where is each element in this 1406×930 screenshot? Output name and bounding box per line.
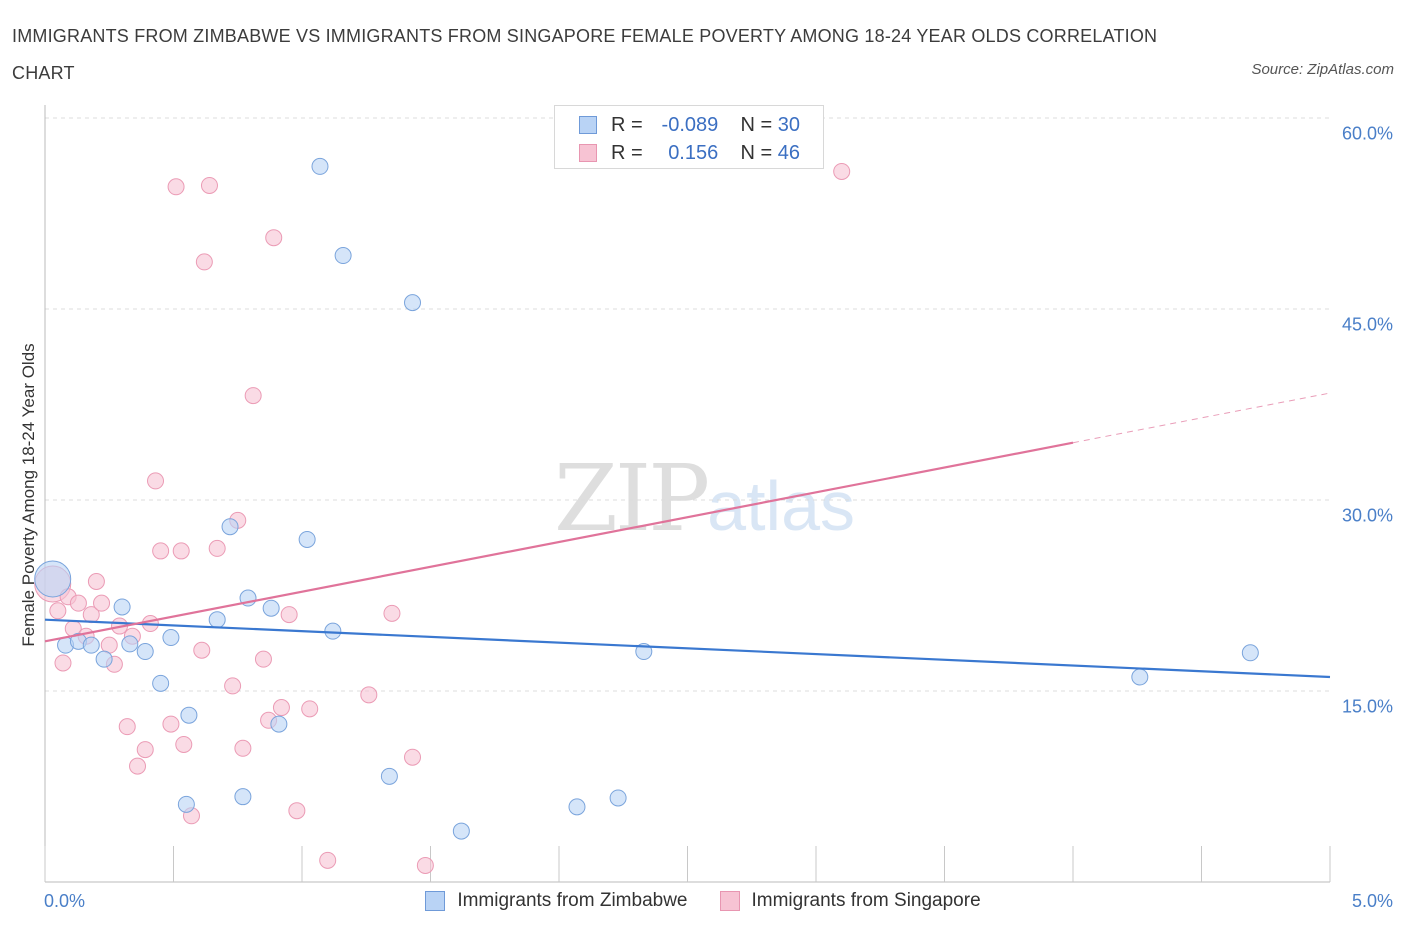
singapore-point [147, 472, 165, 490]
singapore-point [224, 677, 242, 695]
zimbabwe-point [311, 157, 329, 175]
x-tick-label-max: 5.0% [1351, 891, 1393, 911]
trend-lines [44, 392, 1331, 679]
singapore-point [200, 176, 218, 194]
singapore-point [118, 718, 136, 736]
singapore-point [288, 802, 306, 820]
legend-swatch-zimbabwe [425, 891, 446, 911]
zimbabwe-point [1241, 644, 1259, 662]
singapore-point [193, 641, 211, 659]
zimbabwe-point [609, 789, 627, 807]
zimbabwe-point [324, 622, 342, 640]
singapore-point [319, 851, 337, 869]
y-tick-label: 30.0% [1341, 505, 1393, 526]
singapore-point [136, 741, 154, 759]
legend-swatch-singapore [579, 144, 597, 162]
singapore-point [244, 387, 262, 405]
singapore-point [172, 542, 190, 560]
zimbabwe-trend-line [44, 618, 1331, 679]
singapore-point [833, 162, 851, 180]
legend-row-singapore: R = 0.156 N = 46 [579, 139, 800, 167]
zimbabwe-point [113, 598, 131, 616]
legend-item-singapore: Immigrants from Singapore [719, 890, 981, 912]
legend-n-value: 30 [777, 113, 800, 136]
watermark-zip: ZIP [554, 445, 710, 552]
legend-n-label: N = [740, 113, 773, 136]
zimbabwe-point [121, 635, 139, 653]
zimbabwe-point [34, 560, 72, 598]
singapore-point [404, 748, 422, 766]
zimbabwe-point [404, 294, 422, 312]
singapore-point [87, 572, 105, 590]
zimbabwe-point [82, 636, 100, 654]
singapore-point [93, 594, 111, 612]
y-tick-label: 15.0% [1341, 696, 1393, 717]
singapore-point [301, 700, 319, 718]
singapore-point [152, 542, 170, 560]
source-credit: Source: ZipAtlas.com [1251, 61, 1394, 78]
singapore-point [54, 654, 72, 672]
data-points [34, 157, 1259, 874]
legend-n-label: N = [740, 141, 773, 164]
zimbabwe-point [270, 715, 288, 733]
y-tick-label: 60.0% [1341, 123, 1393, 144]
zimbabwe-point [380, 767, 398, 785]
zimbabwe-point [177, 795, 195, 813]
legend-r-label: R = [611, 141, 643, 164]
series-legend: Immigrants from Zimbabwe Immigrants from… [0, 890, 1406, 912]
watermark: ZIPatlas [554, 445, 855, 552]
singapore-point [69, 594, 87, 612]
zimbabwe-point [152, 674, 170, 692]
zimbabwe-point [136, 643, 154, 661]
singapore-point [175, 735, 193, 753]
y-axis-label: Female Poverty Among 18-24 Year Olds [19, 343, 38, 647]
zimbabwe-point [568, 798, 586, 816]
singapore-point [49, 602, 67, 620]
zimbabwe-point [1131, 668, 1149, 686]
legend-swatch-zimbabwe [579, 116, 597, 134]
legend-label-zimbabwe: Immigrants from Zimbabwe [457, 890, 688, 911]
zimbabwe-point [162, 629, 180, 647]
singapore-point [167, 178, 185, 196]
legend-r-value: -0.089 [661, 113, 719, 136]
legend-row-zimbabwe: R = -0.089 N = 30 [579, 111, 800, 139]
legend-label-singapore: Immigrants from Singapore [751, 890, 981, 911]
zimbabwe-point [262, 599, 280, 617]
zimbabwe-point [208, 611, 226, 629]
legend-r-value: 0.156 [668, 141, 719, 164]
zimbabwe-point [334, 247, 352, 265]
singapore-point [280, 606, 298, 624]
singapore-point [360, 686, 378, 704]
watermark-atlas: atlas [707, 467, 856, 545]
zimbabwe-point [95, 650, 113, 668]
zimbabwe-point [180, 706, 198, 724]
singapore-point [208, 539, 226, 557]
zimbabwe-point [234, 788, 252, 806]
zimbabwe-point [452, 822, 470, 840]
singapore-point [383, 604, 401, 622]
legend-n-value: 46 [777, 141, 800, 164]
x-tick-label-min: 0.0% [44, 891, 86, 911]
singapore-point [162, 715, 180, 733]
legend-swatch-singapore [719, 891, 740, 911]
zimbabwe-point [221, 518, 239, 536]
y-tick-label: 45.0% [1341, 314, 1393, 335]
singapore-point [272, 699, 290, 717]
legend-r-label: R = [611, 113, 643, 136]
singapore-point [416, 856, 434, 874]
singapore-trend-line [44, 441, 1074, 643]
singapore-point [254, 650, 272, 668]
singapore-point [195, 253, 213, 271]
chart-title: IMMIGRANTS FROM ZIMBABWE VS IMMIGRANTS F… [12, 26, 1158, 83]
correlation-legend: R = -0.089 N = 30 R = 0.156 N = 46 [554, 105, 824, 169]
singapore-point [234, 739, 252, 757]
axes [44, 105, 1331, 883]
singapore-trend-extension [1072, 392, 1331, 444]
singapore-point [129, 757, 147, 775]
legend-item-zimbabwe: Immigrants from Zimbabwe [425, 890, 688, 912]
zimbabwe-point [298, 530, 316, 548]
singapore-point [265, 229, 283, 247]
